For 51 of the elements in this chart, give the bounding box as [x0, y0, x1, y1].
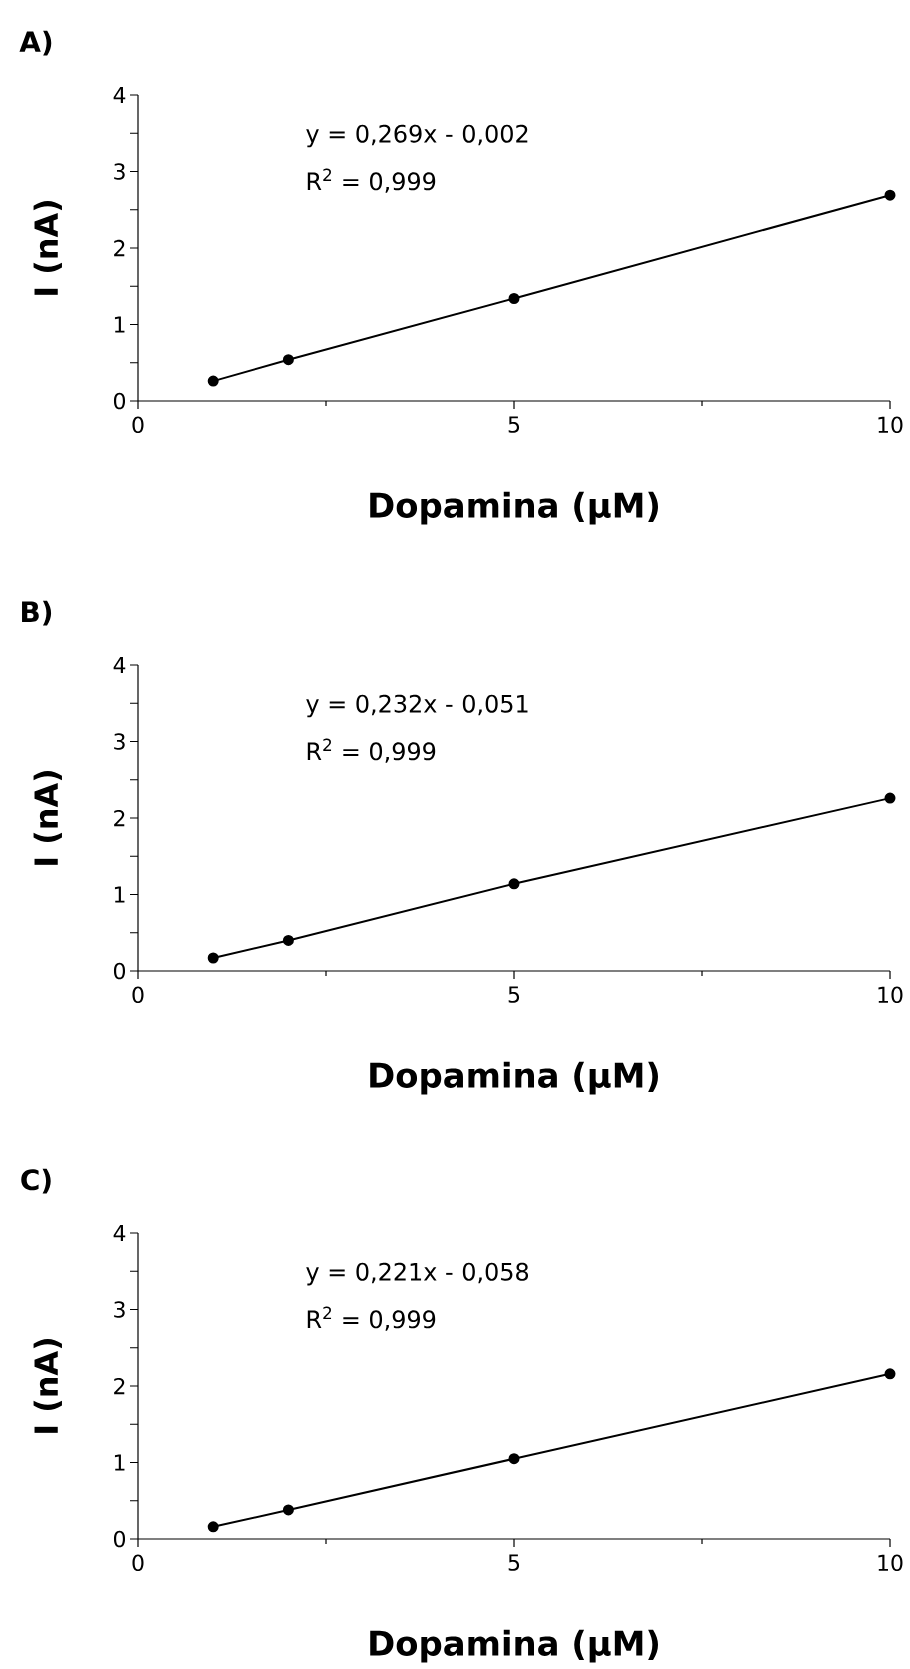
- x-tick-label: 10: [878, 1554, 903, 1572]
- point: [508, 293, 520, 304]
- y-tick-label: 2: [114, 809, 125, 827]
- y-tick-label: 4: [113, 87, 126, 103]
- y-tick-label: 2: [114, 1377, 125, 1395]
- annotation: R$^{2}$ = 0,999: [307, 738, 436, 763]
- y-axis-title: I (nA): [33, 1339, 62, 1433]
- x-tick-label: 0: [132, 986, 144, 1004]
- y-tick-label: 1: [114, 1454, 125, 1471]
- point: [508, 1453, 520, 1465]
- x-tick-label: 0: [132, 1554, 144, 1572]
- point: [884, 189, 896, 201]
- y-tick-label: 2: [114, 239, 125, 257]
- point: [207, 1521, 219, 1533]
- y-tick-label: 4: [113, 1225, 126, 1242]
- x-tick-label: 5: [508, 416, 520, 433]
- y-axis-title: I (nA): [33, 771, 62, 865]
- point: [884, 1368, 896, 1380]
- annotation: R$^{2}$ = 0,999: [307, 1306, 436, 1331]
- annotation: y = 0,269x - 0,002: [306, 124, 528, 148]
- y-tick-label: 0: [113, 962, 126, 980]
- y-tick-label: 1: [114, 886, 125, 903]
- annotation: R$^{2}$ = 0,999: [307, 168, 436, 193]
- x-axis-title: Dopamina (µM): [370, 1629, 658, 1663]
- chart-title: C): [21, 1168, 51, 1194]
- point: [282, 934, 294, 946]
- point: [282, 1504, 294, 1516]
- y-tick-label: 0: [113, 392, 126, 410]
- point: [884, 792, 896, 804]
- x-axis-title: Dopamina (µM): [370, 491, 658, 525]
- y-tick-label: 0: [113, 1530, 126, 1548]
- point: [508, 878, 520, 890]
- point: [207, 375, 219, 387]
- y-tick-label: 1: [114, 316, 125, 333]
- chart-title: B): [22, 600, 52, 626]
- y-tick-label: 3: [114, 163, 125, 180]
- x-axis-title: Dopamina (µM): [370, 1061, 658, 1095]
- x-tick-label: 10: [878, 416, 903, 434]
- point: [207, 952, 219, 964]
- chart-title: A): [19, 30, 52, 56]
- annotation: y = 0,221x - 0,058: [306, 1262, 529, 1286]
- x-tick-label: 10: [878, 986, 903, 1004]
- x-tick-label: 5: [508, 1554, 520, 1571]
- point: [282, 354, 294, 366]
- x-tick-label: 5: [508, 986, 520, 1003]
- y-tick-label: 4: [113, 657, 126, 673]
- y-tick-label: 3: [114, 1301, 125, 1318]
- y-axis-title: I (nA): [33, 201, 62, 295]
- x-tick-label: 0: [132, 416, 144, 434]
- y-tick-label: 3: [114, 733, 125, 750]
- annotation: y = 0,232x - 0,051: [306, 694, 528, 718]
